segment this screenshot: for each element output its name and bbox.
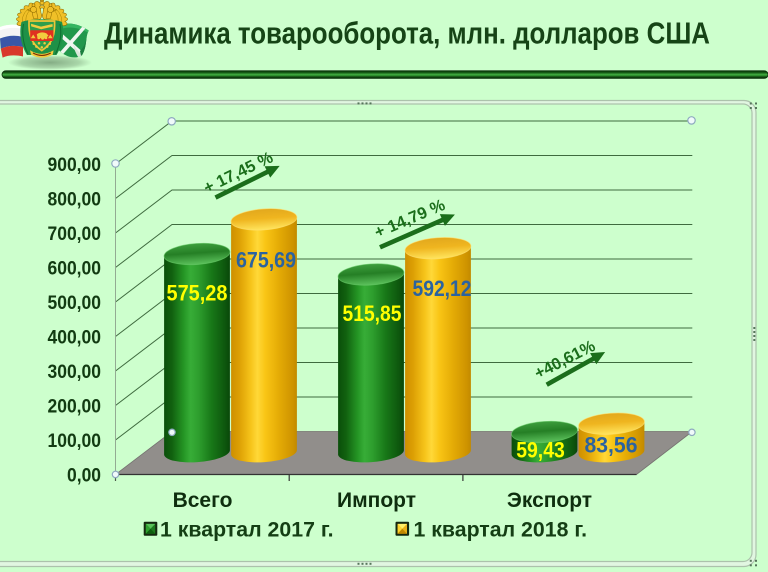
svg-text:800,00: 800,00: [48, 188, 102, 210]
svg-text:592,12: 592,12: [413, 276, 472, 301]
svg-text:200,00: 200,00: [48, 395, 102, 417]
svg-text:83,56: 83,56: [585, 433, 638, 458]
svg-text:1 квартал 2018 г.: 1 квартал 2018 г.: [414, 518, 588, 541]
svg-text:Импорт: Импорт: [337, 489, 416, 512]
svg-text:600,00: 600,00: [48, 257, 102, 279]
svg-text:300,00: 300,00: [48, 361, 102, 383]
svg-text:700,00: 700,00: [48, 223, 102, 245]
svg-text:0,00: 0,00: [67, 464, 101, 486]
svg-text:100,00: 100,00: [48, 430, 102, 452]
svg-text:900,00: 900,00: [48, 154, 102, 176]
svg-text:Динамика товарооборота, млн. д: Динамика товарооборота, млн. долларов СШ…: [104, 17, 710, 51]
svg-text:675,69: 675,69: [236, 248, 296, 273]
svg-text:515,85: 515,85: [343, 301, 402, 326]
svg-text:500,00: 500,00: [48, 292, 102, 314]
svg-text:575,28: 575,28: [167, 281, 228, 306]
svg-text:Экспорт: Экспорт: [507, 489, 592, 512]
svg-text:59,43: 59,43: [516, 438, 565, 463]
svg-text:400,00: 400,00: [48, 326, 102, 348]
svg-text:Всего: Всего: [173, 489, 233, 512]
svg-text:1 квартал 2017 г.: 1 квартал 2017 г.: [160, 518, 334, 541]
